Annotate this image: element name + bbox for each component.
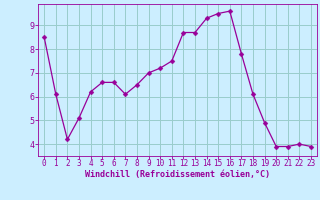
X-axis label: Windchill (Refroidissement éolien,°C): Windchill (Refroidissement éolien,°C) — [85, 170, 270, 179]
